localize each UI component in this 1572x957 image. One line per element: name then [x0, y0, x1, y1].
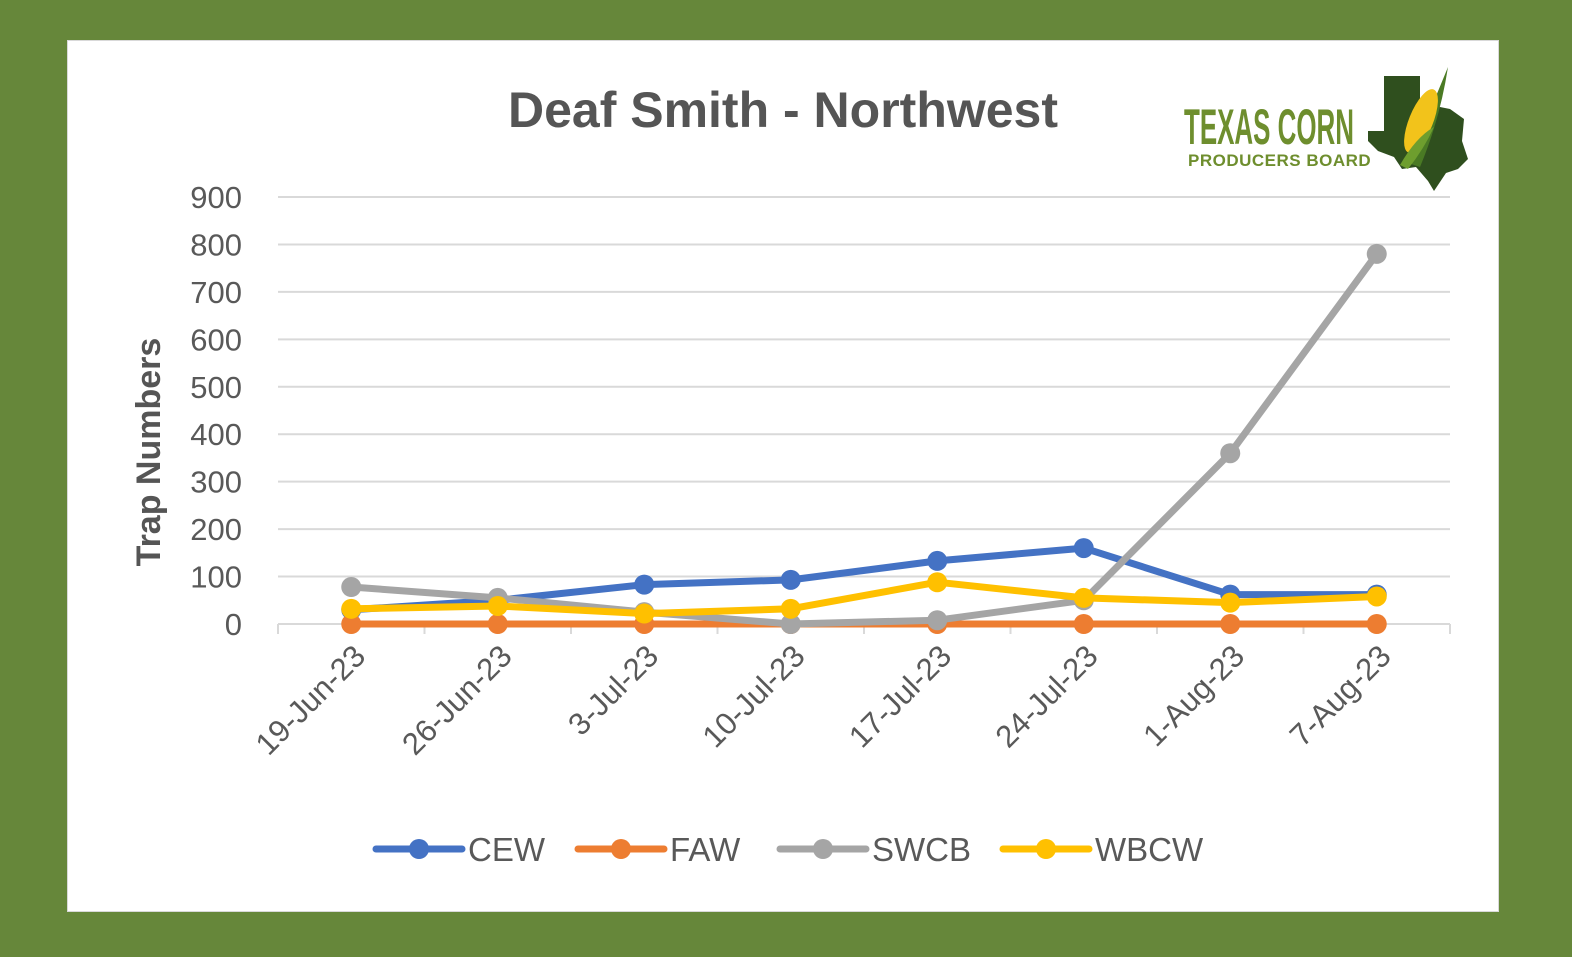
- data-point-swcb-10-Jul-23: [780, 614, 801, 634]
- logo-line1: TEXAS CORN: [1184, 99, 1354, 155]
- data-point-wbcw-3-Jul-23: [634, 603, 655, 624]
- data-point-swcb-17-Jul-23: [927, 610, 948, 631]
- chart-panel: Deaf Smith - Northwest Trap Numbers 0 100…: [68, 41, 1498, 911]
- y-tick-label-700: 700: [190, 275, 242, 310]
- y-tick-label-900: 900: [190, 180, 242, 215]
- data-point-cew-3-Jul-23: [634, 574, 655, 595]
- legend-label-faw: FAW: [670, 831, 741, 868]
- y-axis-ticks: 0 100 200 300 400 500 600 700 800 900: [190, 180, 242, 642]
- x-tick-label-10-Jul-23: 10-Jul-23: [696, 638, 812, 754]
- x-tick-label-3-Jul-23: 3-Jul-23: [561, 638, 665, 742]
- legend-swatch-marker: [1036, 839, 1056, 859]
- x-axis-ticks: 19-Jun-23 26-Jun-23 3-Jul-23 10-Jul-23 17-Ju…: [249, 638, 1398, 761]
- y-axis-title: Trap Numbers: [130, 338, 168, 567]
- data-point-swcb-1-Aug-23: [1220, 443, 1241, 464]
- data-point-swcb-7-Aug-23: [1366, 243, 1387, 264]
- legend-swatch-marker: [409, 839, 429, 859]
- texas-corn-producers-board-logo: TEXAS CORN PRODUCERS BOARD: [1184, 67, 1468, 191]
- data-point-faw-7-Aug-23: [1366, 614, 1387, 634]
- legend-item-cew: CEW: [372, 831, 546, 868]
- data-point-swcb-19-Jun-23: [341, 576, 362, 597]
- y-tick-label-600: 600: [190, 322, 242, 357]
- data-point-faw-24-Jul-23: [1073, 614, 1094, 634]
- series-layer: [341, 243, 1387, 634]
- x-tick-label-24-Jul-23: 24-Jul-23: [989, 638, 1105, 754]
- data-point-wbcw-26-Jun-23: [487, 595, 508, 616]
- corn-cob-icon: [1404, 89, 1438, 153]
- legend-item-wbcw: WBCW: [999, 831, 1204, 868]
- legend-swatch-marker: [813, 839, 833, 859]
- legend-label-swcb: SWCB: [872, 831, 971, 868]
- data-point-wbcw-19-Jun-23: [341, 598, 362, 619]
- data-point-faw-1-Aug-23: [1220, 614, 1241, 634]
- data-point-wbcw-10-Jul-23: [780, 598, 801, 619]
- y-tick-label-400: 400: [190, 417, 242, 452]
- y-tick-label-0: 0: [225, 607, 242, 642]
- logo-line2: PRODUCERS BOARD: [1188, 151, 1371, 170]
- x-tick-label-7-Aug-23: 7-Aug-23: [1283, 638, 1398, 753]
- x-tick-label-19-Jun-23: 19-Jun-23: [249, 638, 372, 761]
- gridlines: [278, 196, 1450, 578]
- data-point-wbcw-1-Aug-23: [1220, 592, 1241, 613]
- legend-swatch-marker: [611, 839, 631, 859]
- y-tick-label-200: 200: [190, 512, 242, 547]
- data-point-cew-24-Jul-23: [1073, 538, 1094, 559]
- y-tick-label-800: 800: [190, 227, 242, 262]
- series-wbcw: [341, 572, 1387, 624]
- legend-item-swcb: SWCB: [776, 831, 971, 868]
- corn-husk-icon: [1400, 127, 1434, 169]
- data-point-wbcw-7-Aug-23: [1366, 586, 1387, 607]
- data-point-faw-26-Jun-23: [487, 614, 508, 634]
- x-tick-label-1-Aug-23: 1-Aug-23: [1136, 638, 1251, 753]
- data-point-cew-10-Jul-23: [780, 569, 801, 590]
- series-line-swcb: [347, 250, 1381, 628]
- y-tick-label-300: 300: [190, 465, 242, 500]
- series-swcb: [341, 243, 1387, 634]
- data-point-wbcw-24-Jul-23: [1073, 587, 1094, 608]
- series-line-wbcw: [347, 578, 1381, 618]
- y-tick-label-100: 100: [190, 560, 242, 595]
- chart-title: Deaf Smith - Northwest: [508, 82, 1058, 138]
- x-tick-label-17-Jul-23: 17-Jul-23: [842, 638, 958, 754]
- legend-item-faw: FAW: [574, 831, 741, 868]
- data-point-faw-19-Jun-23: [341, 614, 362, 634]
- line-chart: Deaf Smith - Northwest Trap Numbers 0 100…: [130, 67, 1468, 868]
- y-tick-label-500: 500: [190, 370, 242, 405]
- x-tick-label-26-Jun-23: 26-Jun-23: [395, 638, 518, 761]
- legend-label-cew: CEW: [468, 831, 546, 868]
- legend: CEW FAW SWCB WBCW: [372, 831, 1204, 868]
- legend-label-wbcw: WBCW: [1095, 831, 1204, 868]
- data-point-wbcw-17-Jul-23: [927, 572, 948, 593]
- data-point-cew-17-Jul-23: [927, 550, 948, 571]
